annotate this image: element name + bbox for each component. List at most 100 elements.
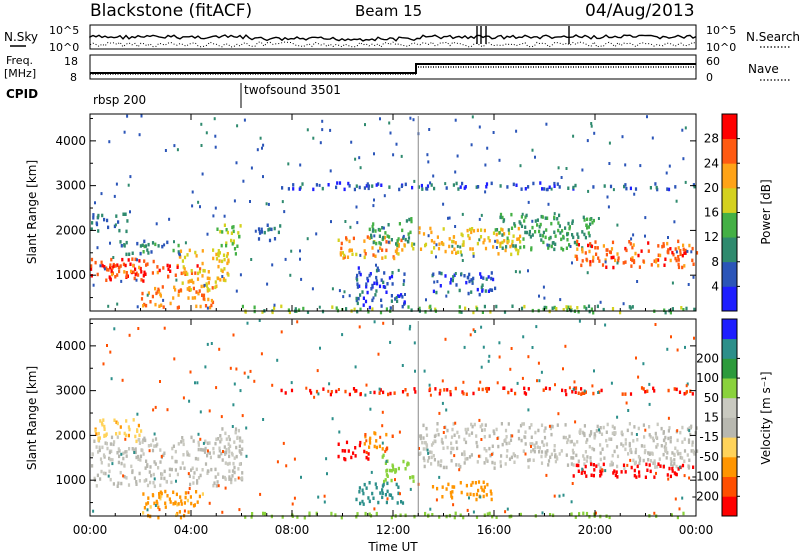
- heatmap-cell: [671, 250, 674, 255]
- heatmap-cell: [553, 212, 556, 216]
- heatmap-cell: [205, 284, 209, 288]
- heatmap-cell: [176, 306, 179, 310]
- heatmap-cell: [581, 391, 584, 395]
- heatmap-cell: [104, 471, 107, 476]
- heatmap-cell: [584, 390, 587, 394]
- heatmap-cell: [152, 259, 155, 264]
- heatmap-cell: [590, 124, 593, 128]
- heatmap-cell: [480, 485, 483, 490]
- heatmap-cell: [161, 285, 164, 289]
- heatmap-cell: [459, 245, 462, 249]
- heatmap-cell: [461, 212, 464, 216]
- heatmap-cell: [527, 408, 530, 412]
- heatmap-cell: [591, 221, 594, 225]
- heatmap-cell: [365, 439, 368, 443]
- heatmap-cell: [396, 239, 399, 243]
- heatmap-cell: [191, 466, 194, 470]
- heatmap-cell: [299, 249, 301, 253]
- time-x-axis: 00:00 04:00 08:00 12:00 16:00 20:00 00:00: [73, 114, 713, 537]
- heatmap-cell: [391, 271, 394, 275]
- heatmap-cell: [666, 241, 669, 246]
- heatmap-cell: [475, 515, 479, 519]
- heatmap-cell: [636, 280, 639, 283]
- heatmap-cell: [620, 430, 623, 434]
- heatmap-cell: [442, 202, 445, 206]
- heatmap-cell: [524, 452, 527, 456]
- heatmap-cell: [217, 454, 220, 459]
- heatmap-cell: [386, 282, 389, 286]
- heatmap-cell: [215, 257, 219, 261]
- heatmap-cell: [482, 480, 485, 484]
- heatmap-cell: [160, 476, 163, 480]
- heatmap-cell: [188, 487, 191, 490]
- heatmap-cell: [341, 449, 344, 453]
- heatmap-cell: [155, 444, 158, 448]
- heatmap-cell: [527, 458, 530, 463]
- heatmap-cell: [215, 386, 218, 390]
- heatmap-cell: [227, 435, 230, 439]
- heatmap-cell: [569, 440, 572, 444]
- heatmap-cell: [250, 166, 253, 170]
- heatmap-cell: [117, 481, 120, 485]
- heatmap-cell: [578, 512, 581, 516]
- heatmap-cell: [239, 436, 242, 440]
- heatmap-cell: [453, 433, 456, 437]
- heatmap-cell: [472, 229, 476, 233]
- heatmap-cell: [589, 262, 592, 267]
- heatmap-cell: [556, 182, 559, 186]
- colorbar-segment: [722, 114, 737, 140]
- heatmap-cell: [452, 235, 456, 239]
- heatmap-cell: [630, 431, 633, 436]
- heatmap-cell: [631, 245, 634, 250]
- heatmap-cell: [553, 181, 556, 186]
- heatmap-cell: [237, 467, 240, 471]
- heatmap-cell: [478, 217, 481, 221]
- heatmap-cell: [534, 219, 537, 223]
- heatmap-cell: [429, 308, 432, 312]
- heatmap-cell: [103, 455, 106, 459]
- heatmap-cell: [597, 256, 600, 260]
- heatmap-cell: [670, 462, 673, 467]
- heatmap-cell: [689, 432, 692, 437]
- heatmap-cell: [593, 468, 596, 472]
- heatmap-cell: [629, 242, 632, 246]
- heatmap-cell: [138, 438, 141, 442]
- heatmap-cell: [506, 185, 509, 189]
- heatmap-cell: [597, 217, 600, 220]
- heatmap-cell: [470, 422, 473, 427]
- heatmap-cell: [103, 265, 106, 269]
- heatmap-cell: [537, 361, 540, 365]
- heatmap-cell: [188, 279, 191, 283]
- heatmap-cell: [666, 473, 669, 477]
- heatmap-cell: [259, 492, 262, 496]
- heatmap-cell: [444, 182, 447, 186]
- heatmap-cell: [170, 467, 173, 472]
- heatmap-cell: [505, 441, 508, 446]
- heatmap-cell: [629, 458, 632, 462]
- heatmap-cell: [565, 392, 568, 397]
- heatmap-cell: [112, 264, 115, 269]
- heatmap-cell: [425, 447, 428, 451]
- heatmap-cell: [537, 428, 540, 433]
- heatmap-cell: [381, 491, 384, 495]
- heatmap-cell: [538, 229, 541, 234]
- heatmap-cell: [677, 452, 680, 456]
- heatmap-cell: [677, 255, 680, 259]
- heatmap-cell: [381, 226, 384, 230]
- heatmap-cell: [128, 447, 131, 451]
- heatmap-cell: [348, 392, 351, 397]
- heatmap-cell: [601, 263, 605, 267]
- heatmap-cell: [610, 255, 613, 260]
- heatmap-cell: [113, 327, 116, 331]
- heatmap-cell: [521, 212, 524, 216]
- heatmap-cell: [106, 446, 109, 451]
- heatmap-cell: [201, 468, 204, 472]
- heatmap-cell: [438, 271, 441, 275]
- heatmap-cell: [458, 305, 461, 309]
- heatmap-cell: [477, 387, 480, 391]
- heatmap-cell: [476, 228, 479, 233]
- heatmap-cell: [154, 302, 157, 307]
- heatmap-cell: [460, 272, 463, 276]
- heatmap-cell: [667, 436, 670, 441]
